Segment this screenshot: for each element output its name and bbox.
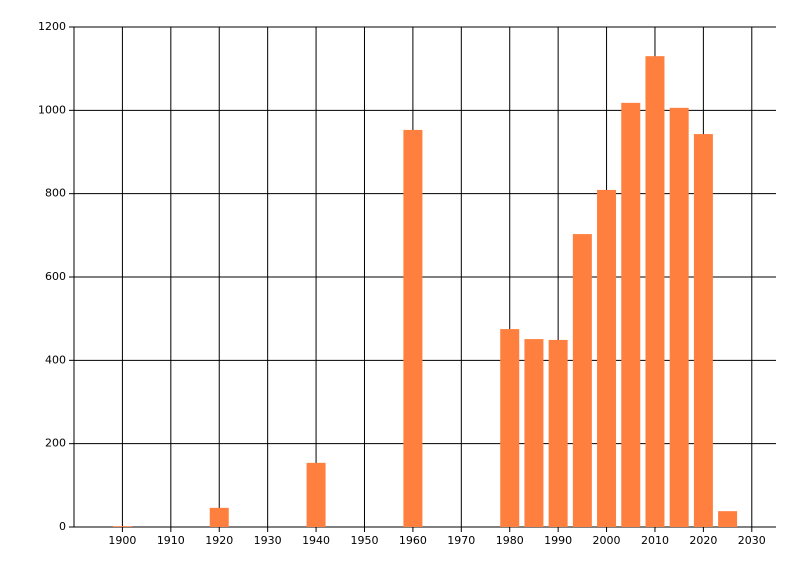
y-tick-label: 800 xyxy=(45,187,66,200)
x-tick-label: 2030 xyxy=(738,534,766,547)
x-tick-label: 1950 xyxy=(350,534,378,547)
y-tick-label: 1000 xyxy=(38,103,66,116)
x-tick-label: 1930 xyxy=(254,534,282,547)
bar xyxy=(718,511,738,527)
x-tick-label: 2000 xyxy=(593,534,621,547)
bar xyxy=(209,507,229,527)
bar xyxy=(693,134,713,528)
bar xyxy=(621,102,641,527)
x-tick-label: 1910 xyxy=(157,534,185,547)
bar xyxy=(669,107,689,527)
x-tick-label: 1940 xyxy=(302,534,330,547)
y-tick-label: 1200 xyxy=(38,20,66,33)
bar xyxy=(524,339,544,527)
y-tick-label: 0 xyxy=(59,520,66,533)
bar xyxy=(645,56,665,528)
y-tick-label: 400 xyxy=(45,353,66,366)
bar xyxy=(548,339,568,527)
bar xyxy=(500,329,520,527)
x-tick-label: 1980 xyxy=(496,534,524,547)
bar xyxy=(112,526,132,527)
y-tick-label: 600 xyxy=(45,270,66,283)
x-tick-label: 1970 xyxy=(447,534,475,547)
x-tick-label: 2010 xyxy=(641,534,669,547)
bar xyxy=(403,129,423,527)
x-tick-label: 1920 xyxy=(205,534,233,547)
x-tick-label: 1900 xyxy=(108,534,136,547)
bar xyxy=(597,189,617,527)
bar xyxy=(306,462,326,527)
y-tick-label: 200 xyxy=(45,437,66,450)
bar xyxy=(572,234,592,528)
x-tick-label: 1990 xyxy=(544,534,572,547)
x-tick-label: 1960 xyxy=(399,534,427,547)
x-tick-label: 2020 xyxy=(689,534,717,547)
